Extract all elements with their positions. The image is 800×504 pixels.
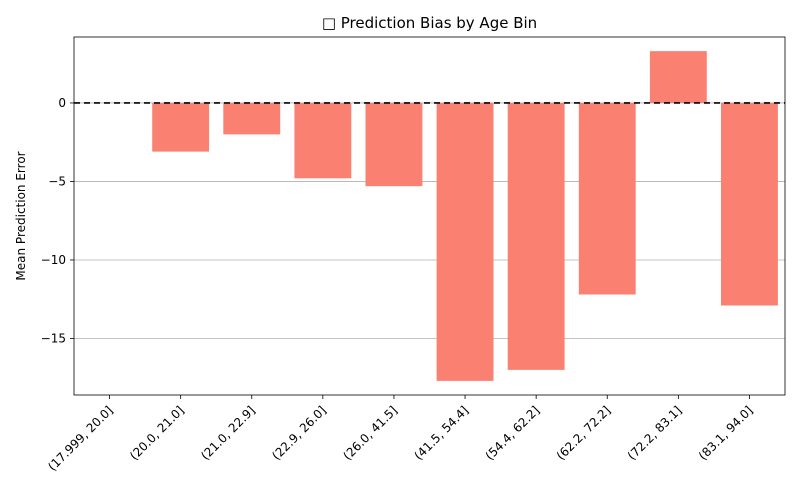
x-tick-label: (20.0, 21.0] [127, 403, 187, 463]
plot-border [73, 36, 786, 396]
x-tick-label: (83.1, 94.0] [696, 403, 756, 463]
x-tick-label: (17.999, 20.0] [45, 403, 116, 474]
bar [365, 102, 423, 187]
bar [578, 102, 636, 295]
y-axis-ticks: 0 −5 −10 −15 [41, 96, 74, 345]
plot-frame [73, 36, 786, 396]
y-tick-label: −10 [41, 253, 66, 267]
x-tick-label: (54.4, 62.2] [483, 403, 543, 463]
bar [294, 102, 352, 179]
x-tick-label: (72.2, 83.1] [625, 403, 685, 463]
y-tick-label: −5 [48, 174, 66, 188]
x-axis-ticks: (17.999, 20.0] (20.0, 21.0] (21.0, 22.9] (2… [45, 395, 756, 474]
x-tick-label: (62.2, 72.2] [554, 403, 614, 463]
y-tick-label: −15 [41, 331, 66, 345]
x-tick-label: (22.9, 26.0] [269, 403, 329, 463]
y-tick-label: 0 [58, 96, 66, 110]
bar [436, 102, 494, 381]
chart-title: □ Prediction Bias by Age Bin [322, 14, 537, 32]
x-tick-label: (21.0, 22.9] [198, 403, 258, 463]
bars [152, 51, 778, 381]
bar [507, 102, 565, 370]
bar [649, 51, 707, 103]
bar [223, 102, 281, 135]
x-tick-label: (26.0, 41.5] [340, 403, 400, 463]
bar [152, 102, 210, 152]
bar [721, 102, 778, 306]
y-axis-label: Mean Prediction Error [14, 151, 28, 280]
x-tick-label: (41.5, 54.4] [411, 403, 471, 463]
